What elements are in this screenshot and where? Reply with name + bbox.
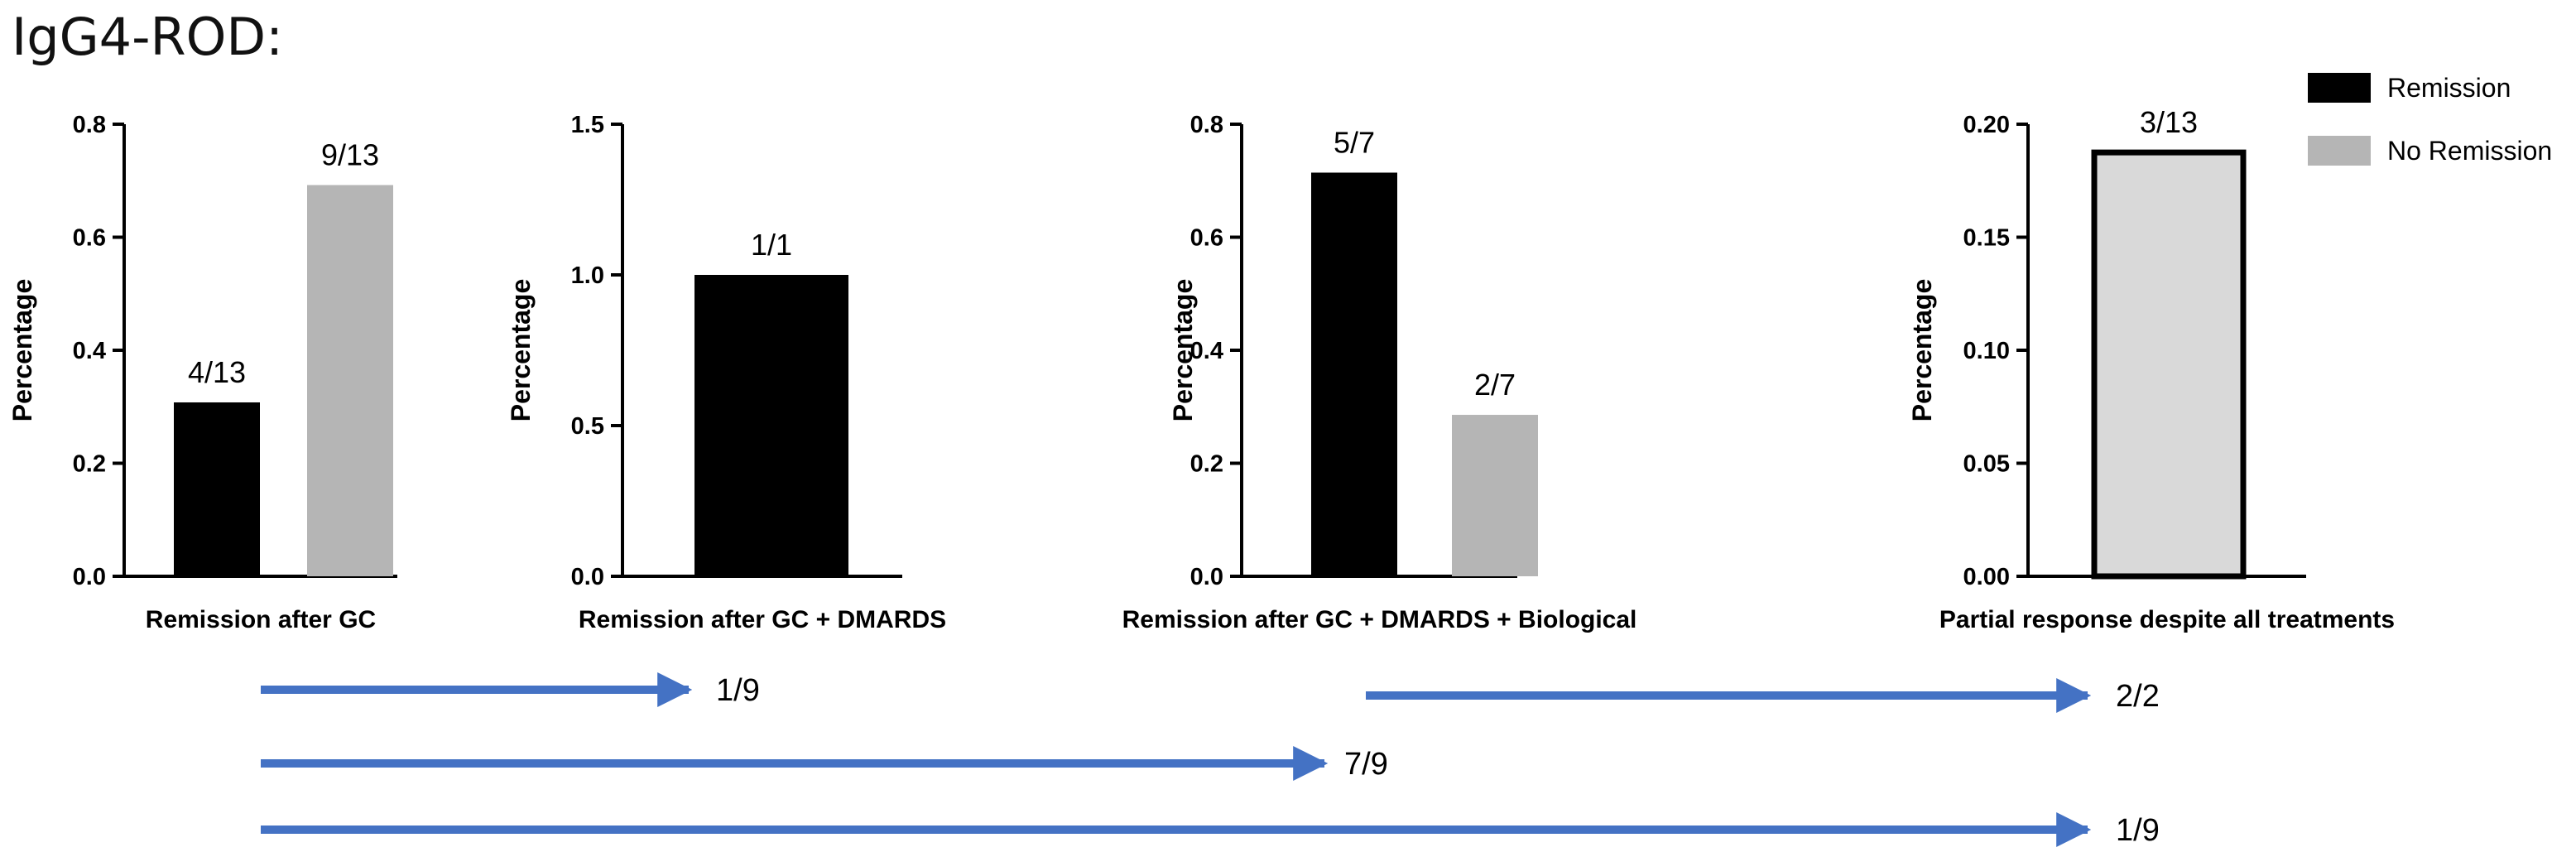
x-axis-title: Remission after GC	[146, 606, 376, 633]
chart-panel-4: 0.00 0.05 0.10 0.15 0.20 Percentage Partial re…	[1907, 105, 2395, 633]
flow-arrow: 7/9	[261, 746, 1388, 782]
bar-data-label: 1/1	[751, 228, 792, 262]
y-tick-label: 0.20	[1963, 112, 2010, 138]
bar-data-label: 9/13	[321, 138, 379, 172]
y-tick-label: 0.2	[73, 451, 106, 478]
y-tick-label: 0.0	[73, 564, 106, 590]
legend: Remission No Remission	[2308, 73, 2552, 166]
charts-layer: 0.0 0.2 0.4 0.6 0.8 Percentage Remission after…	[7, 105, 2395, 633]
x-axis-title: Remission after GC + DMARDS + Biological	[1122, 606, 1637, 633]
flow-arrow-label: 1/9	[2116, 813, 2160, 848]
legend-label: No Remission	[2387, 136, 2552, 166]
bar-no-remission	[307, 185, 393, 576]
chart-panel-1: 0.0 0.2 0.4 0.6 0.8 Percentage Remission after…	[7, 112, 397, 633]
y-tick-label: 0.2	[1190, 451, 1223, 478]
y-tick-label: 0.6	[73, 225, 106, 252]
flow-arrow: 1/9	[261, 812, 2160, 848]
y-tick-label: 0.10	[1963, 338, 2010, 364]
y-tick-label: 0.05	[1963, 451, 2010, 478]
flow-arrow-label: 1/9	[716, 673, 760, 708]
bar-remission	[174, 402, 260, 576]
y-tick-label: 0.4	[1190, 338, 1223, 364]
flow-arrow: 2/2	[1366, 678, 2160, 714]
y-tick-label: 0.15	[1963, 225, 2010, 252]
y-tick-label: 0.8	[1190, 112, 1223, 138]
flow-arrow-label: 2/2	[2116, 679, 2160, 714]
y-tick-label: 0.8	[73, 112, 106, 138]
y-tick-label: 1.0	[571, 262, 604, 289]
y-axis-title: Percentage	[1907, 279, 1937, 422]
x-axis-title: Partial response despite all treatments	[1939, 606, 2395, 633]
bar-partial-response	[2091, 149, 2247, 580]
y-tick-label: 0.5	[571, 413, 604, 440]
y-axis-title: Percentage	[7, 279, 37, 422]
legend-swatch	[2308, 136, 2371, 166]
y-tick-label: 0.6	[1190, 225, 1223, 252]
y-tick-label: 0.0	[1190, 564, 1223, 590]
bar-no-remission	[1452, 415, 1538, 576]
y-tick-label: 0.4	[73, 338, 106, 364]
flow-arrows: 1/9 7/9 1/9 2/2	[261, 672, 2160, 848]
y-axis-title: Percentage	[1168, 279, 1198, 422]
legend-swatch	[2308, 73, 2371, 103]
bar-remission	[694, 275, 848, 576]
y-axis-title: Percentage	[506, 279, 536, 422]
figure-heading: IgG4-ROD:	[12, 7, 284, 67]
y-tick-label: 0.00	[1963, 564, 2010, 590]
legend-label: Remission	[2387, 73, 2511, 103]
bar-data-label: 4/13	[188, 355, 246, 389]
y-tick-label: 0.0	[571, 564, 604, 590]
chart-panel-2: 0.0 0.5 1.0 1.5 Percentage Remission after GC…	[506, 112, 946, 633]
bar-data-label: 3/13	[2140, 105, 2198, 139]
chart-panel-3: 0.0 0.2 0.4 0.6 0.8 Percentage Remission after…	[1122, 112, 1637, 633]
flow-arrow: 1/9	[261, 672, 760, 708]
bar-data-label: 5/7	[1334, 125, 1375, 159]
legend-item-no-remission: No Remission	[2308, 136, 2552, 166]
flow-arrow-label: 7/9	[1344, 747, 1388, 782]
bar-remission	[1311, 172, 1397, 577]
legend-item-remission: Remission	[2308, 73, 2511, 103]
bar-data-label: 2/7	[1474, 368, 1516, 402]
x-axis-title: Remission after GC + DMARDS	[579, 606, 946, 633]
y-tick-label: 1.5	[571, 112, 604, 138]
